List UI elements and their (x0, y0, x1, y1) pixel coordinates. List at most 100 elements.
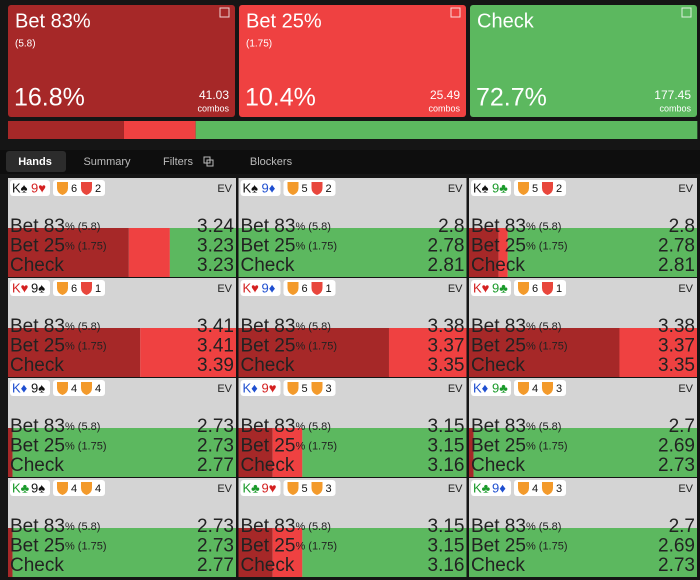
row-suffix: % (1.75) (526, 340, 568, 352)
row-suffix: % (5.8) (295, 421, 330, 433)
action-card[interactable] (8, 5, 235, 117)
row-name: Bet 25 (241, 236, 296, 257)
row-name: Bet 83 (10, 416, 65, 437)
cards-chip (240, 180, 281, 196)
card: 9♦ (262, 280, 276, 295)
ev-label: EV (448, 483, 463, 495)
card: K♠ (473, 180, 489, 195)
row-label: Check (10, 255, 64, 276)
ev-value: 3.41 (197, 336, 234, 357)
strategy-segment (8, 428, 13, 477)
ev-label: EV (448, 283, 463, 295)
row-name: Bet 83 (241, 316, 296, 337)
row-suffix: % (5.8) (295, 221, 330, 233)
row-label: Bet 25% (1.75) (241, 536, 338, 557)
row-label: Check (10, 455, 64, 476)
badge-value: 6 (71, 283, 77, 295)
ev-value: 2.77 (197, 555, 234, 576)
row-name: Check (471, 355, 525, 376)
card: K♦ (12, 380, 28, 395)
action-size: (5.8) (15, 39, 36, 50)
action-name: Bet 25% (246, 10, 322, 32)
row-label: Check (471, 555, 525, 576)
badge-shield (311, 382, 323, 395)
strategy-segment (469, 228, 499, 277)
badge-shield (311, 282, 323, 295)
action-combos: 25.49 (430, 88, 460, 102)
row-name: Bet 25 (10, 336, 65, 357)
badge-value: 2 (326, 183, 332, 195)
tab[interactable]: Summary (83, 156, 131, 168)
row-name: Check (471, 555, 525, 576)
row-suffix: % (5.8) (65, 221, 100, 233)
action-frequency: 72.7% (476, 84, 547, 112)
row-label: Check (241, 455, 295, 476)
cards-chip (10, 180, 50, 196)
row-suffix: % (1.75) (526, 440, 568, 452)
strategy-segment (473, 428, 697, 477)
cards-chip (471, 280, 511, 296)
ev-value: 3.38 (428, 316, 465, 337)
strategy-segment (169, 228, 236, 277)
tab[interactable]: Blockers (250, 156, 293, 168)
card: K♣ (473, 480, 491, 495)
row-name: Check (10, 555, 64, 576)
row-name: Check (241, 355, 295, 376)
ev-label: EV (678, 383, 693, 395)
badge-shield (57, 182, 68, 195)
tab[interactable]: Filters (163, 156, 193, 168)
row-name: Check (471, 455, 525, 476)
ev-value: 2.73 (658, 555, 695, 576)
strategy-segment (272, 428, 303, 477)
card: 9♥ (262, 480, 277, 495)
cards-chip (471, 180, 511, 196)
row-suffix: % (1.75) (65, 540, 107, 552)
ev-label: EV (678, 183, 693, 195)
badge-shield (542, 282, 553, 295)
badge-value: 5 (302, 383, 308, 395)
badge-shield (311, 482, 323, 495)
ev-value: 3.16 (428, 555, 465, 576)
strategy-segment (388, 328, 467, 377)
card: K♠ (243, 180, 259, 195)
action-card[interactable] (239, 5, 466, 117)
badge-value: 2 (556, 183, 562, 195)
row-name: Bet 25 (241, 536, 296, 557)
badge-shield (518, 282, 529, 295)
action-combos: 41.03 (199, 88, 229, 102)
badge-value: 1 (556, 283, 562, 295)
badge-value: 4 (71, 383, 77, 395)
row-name: Bet 83 (241, 216, 296, 237)
row-name: Bet 83 (10, 216, 65, 237)
row-suffix: % (1.75) (295, 540, 337, 552)
row-name: Bet 83 (471, 316, 526, 337)
badge-shield (542, 182, 553, 195)
strategy-segment (8, 228, 129, 277)
combos-label: combos (428, 103, 460, 113)
ev-value: 3.15 (428, 536, 465, 557)
row-label: Bet 83% (5.8) (471, 316, 561, 337)
row-name: Bet 25 (471, 436, 526, 457)
ev-value: 2.81 (658, 255, 695, 276)
ev-value: 3.15 (428, 436, 465, 457)
card: 9♣ (492, 280, 508, 295)
card: 9♠ (31, 280, 45, 295)
frequency-segment (8, 121, 124, 139)
strategy-segment (469, 328, 620, 377)
ev-value: 3.23 (197, 255, 234, 276)
strategy-segment (469, 528, 697, 577)
strategy-segment (507, 228, 697, 277)
tab[interactable]: Hands (18, 156, 52, 168)
row-name: Check (241, 455, 295, 476)
row-label: Check (10, 355, 64, 376)
badge-value: 6 (532, 283, 538, 295)
action-card[interactable] (470, 5, 697, 117)
ev-value: 2.73 (658, 455, 695, 476)
row-suffix: % (1.75) (295, 440, 337, 452)
row-label: Bet 25% (1.75) (241, 336, 338, 357)
row-name: Bet 83 (471, 416, 526, 437)
row-name: Bet 25 (471, 336, 526, 357)
row-name: Bet 83 (241, 416, 296, 437)
badge-value: 4 (532, 383, 538, 395)
